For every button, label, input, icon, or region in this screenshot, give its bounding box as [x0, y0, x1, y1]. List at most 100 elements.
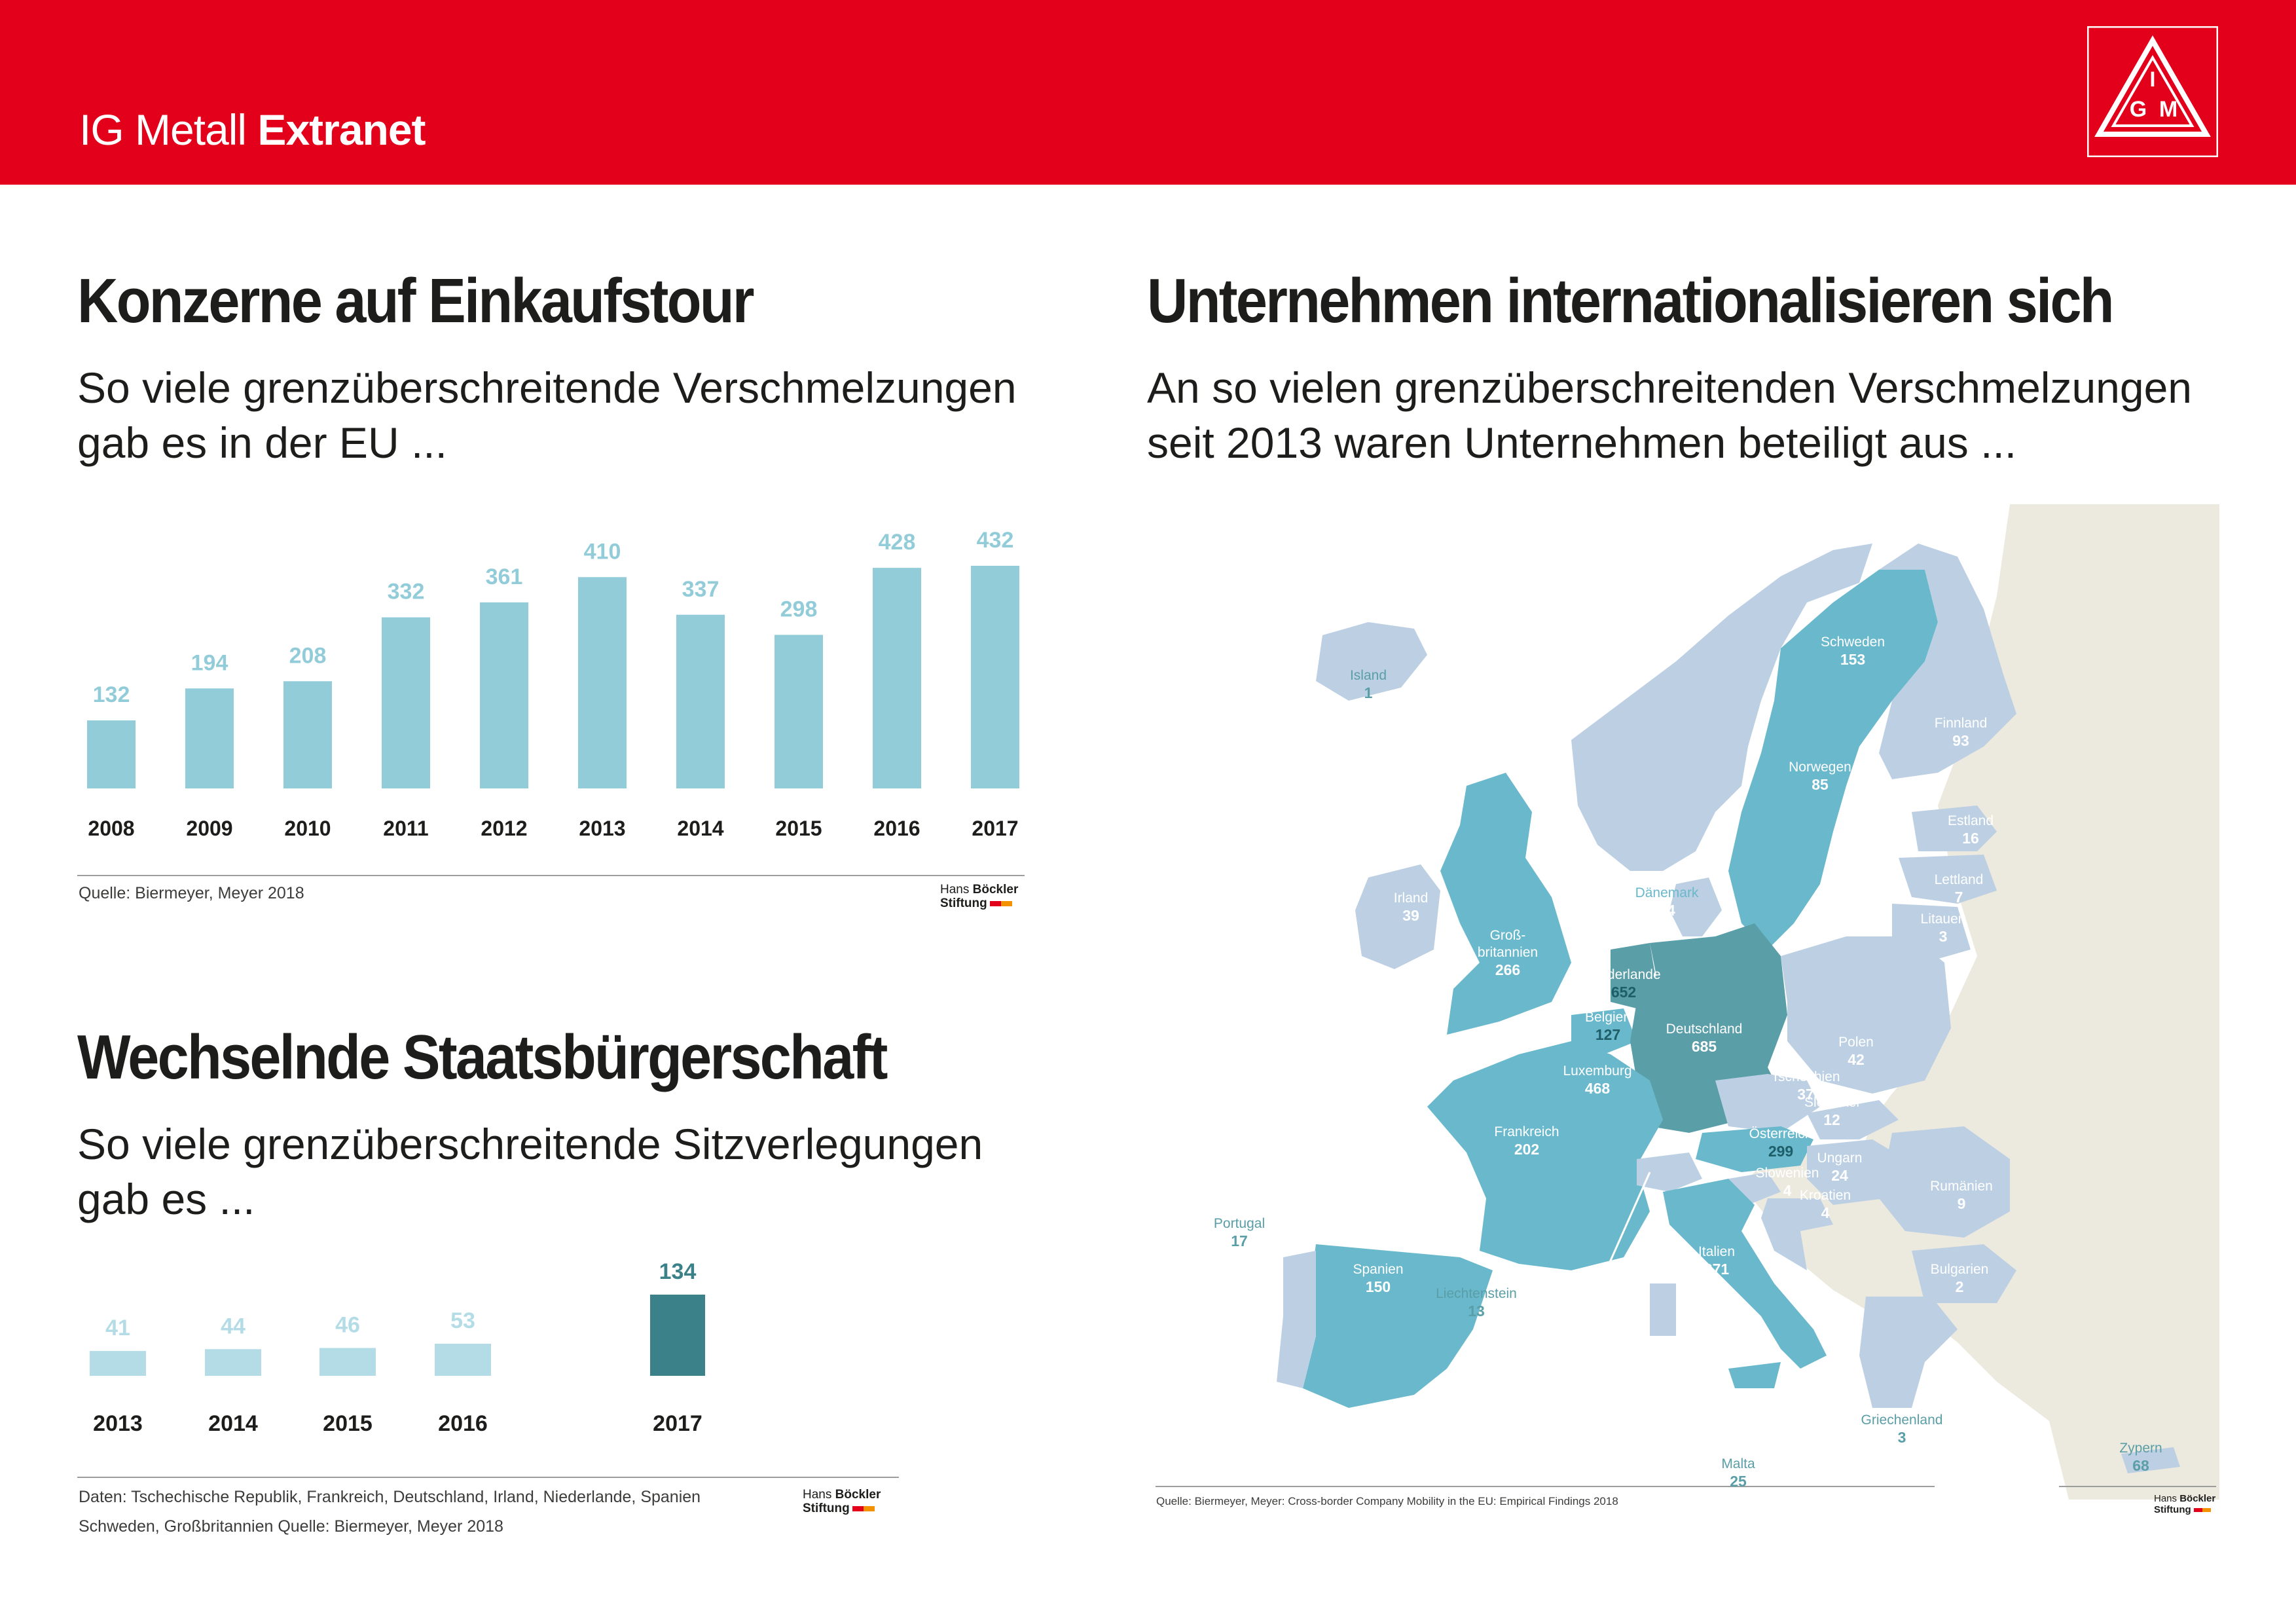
- map-label-slowenien-value: 4: [1783, 1182, 1792, 1199]
- section2-rule: [77, 1477, 899, 1478]
- map-label-litauen-name: Litauen: [1921, 912, 1966, 927]
- hbs-boeckler: Böckler: [835, 1488, 881, 1502]
- map-label-portugal-value: 17: [1231, 1232, 1248, 1249]
- hbs-boeckler: Böckler: [972, 883, 1019, 896]
- category-label-2013: 2013: [93, 1411, 143, 1436]
- section3-source: Quelle: Biermeyer, Meyer: Cross-border C…: [1156, 1495, 1618, 1507]
- category-label-2011: 2011: [383, 817, 428, 840]
- map-label-deutschland-name: Deutschland: [1666, 1022, 1743, 1037]
- hbs-stiftung: Stiftung: [940, 896, 987, 910]
- chart-mergers-by-year: 132 2008 194 2009 208 2010 332 2011 361 2012 410 20…: [87, 528, 1019, 840]
- map-label-ungarn-name: Ungarn: [1817, 1151, 1863, 1166]
- map-label-polen-value: 42: [1848, 1051, 1865, 1068]
- logo-letter-g: G: [2130, 97, 2147, 122]
- map-label-dänemark-name: Dänemark: [1635, 885, 1699, 900]
- bar-2008: [87, 720, 136, 788]
- map-slovenia: [1728, 1172, 1781, 1205]
- map-label-malta-name: Malta: [1721, 1456, 1755, 1471]
- map-label-österreich-name: Österreich: [1749, 1126, 1813, 1141]
- map-label-luxemburg-name: Luxemburg: [1563, 1063, 1631, 1079]
- map-label-norwegen-value: 85: [1812, 776, 1829, 793]
- map-label-kroatien-value: 4: [1821, 1204, 1830, 1221]
- map-label-ungarn-value: 24: [1831, 1167, 1848, 1184]
- logo-letter-i: I: [2150, 67, 2156, 91]
- map-france: [1427, 1041, 1663, 1270]
- map-label-griechenland-name: Griechenland: [1861, 1412, 1943, 1428]
- map-label-dänemark-value: 84: [1658, 902, 1675, 919]
- map-label-tschechien-value: 37: [1797, 1086, 1814, 1103]
- bar-value-2016: 428: [879, 530, 916, 555]
- category-label-2014: 2014: [208, 1411, 258, 1436]
- map-label-portugal-name: Portugal: [1214, 1216, 1265, 1231]
- bar-2016: [435, 1343, 491, 1376]
- map-sicily: [1728, 1362, 1781, 1388]
- section2-title: Wechselnde Staatsbürgerschaft: [77, 1022, 888, 1092]
- map-label-groß-britannien-value: 266: [1495, 961, 1520, 978]
- map-label-finnland-value: 93: [1952, 732, 1969, 749]
- section1-title: Konzerne auf Einkaufstour: [77, 266, 755, 336]
- map-label-italien-value: 271: [1704, 1261, 1730, 1278]
- map-czech: [1715, 1074, 1820, 1133]
- map-label-estland-name: Estland: [1948, 813, 1994, 828]
- category-label-2012: 2012: [481, 817, 527, 840]
- section1-subtitle-line1: So viele grenzüberschreitende Verschmelz…: [77, 363, 1017, 412]
- section3-title: Unternehmen internationalisieren sich: [1147, 266, 2115, 336]
- hbs-color-bar: [852, 1505, 875, 1511]
- map-label-belgien-name: Belgien: [1585, 1010, 1631, 1025]
- map-label-island-value: 1: [1364, 684, 1373, 701]
- bar-value-2014: 337: [682, 577, 720, 602]
- map-ireland: [1355, 864, 1440, 969]
- map-finland: [1879, 544, 2016, 779]
- section1-rule: [77, 875, 1025, 876]
- map-label-niederlande-value: 652: [1611, 984, 1636, 1001]
- section2-source-line2: Schweden, Großbritannien Quelle: Biermey…: [79, 1517, 503, 1536]
- map-label-bulgarien-name: Bulgarien: [1931, 1262, 1989, 1277]
- map-label-rumänien-value: 9: [1958, 1195, 1966, 1212]
- map-label-belgien-value: 127: [1595, 1026, 1620, 1043]
- bar-2017: [650, 1295, 705, 1376]
- map-label-lettland-name: Lettland: [1935, 872, 1984, 887]
- hbs-hans: Hans: [940, 883, 970, 896]
- bar-2010: [283, 681, 332, 788]
- map-label-spanien-value: 150: [1366, 1278, 1391, 1295]
- bar-value-2015: 46: [335, 1312, 360, 1337]
- map-label-polen-name: Polen: [1838, 1035, 1874, 1050]
- brand-bold: Extranet: [257, 105, 426, 154]
- map-sardinia: [1650, 1283, 1676, 1336]
- hbs-hans: Hans: [2154, 1493, 2178, 1504]
- map-portugal: [1277, 1251, 1316, 1388]
- map-label-estland-value: 16: [1962, 830, 1979, 847]
- section2-source-line1: Daten: Tschechische Republik, Frankreich…: [79, 1488, 701, 1506]
- map-label-lettland-value: 7: [1955, 889, 1963, 906]
- category-label-2016: 2016: [873, 817, 920, 840]
- map-label-island-name: Island: [1350, 668, 1387, 683]
- map-label-slowenien-name: Slowenien: [1756, 1166, 1819, 1181]
- bar-2015: [774, 635, 823, 788]
- map-label-groß-britannien-name: britannien: [1478, 945, 1538, 960]
- bar-2012: [480, 602, 528, 788]
- category-label-2013: 2013: [579, 817, 625, 840]
- map-label-luxemburg-value: 468: [1585, 1080, 1611, 1097]
- map-belgium: [1571, 1008, 1637, 1054]
- map-label-griechenland-value: 3: [1898, 1429, 1906, 1446]
- map-switzerland: [1637, 1153, 1702, 1192]
- section1-source: Quelle: Biermeyer, Meyer 2018: [79, 884, 304, 902]
- hbs-stiftung: Stiftung: [2154, 1504, 2191, 1515]
- bar-value-2016: 53: [450, 1308, 475, 1333]
- map-label-litauen-value: 3: [1939, 928, 1948, 945]
- bar-value-2012: 361: [486, 564, 523, 589]
- map-label-österreich-value: 299: [1768, 1143, 1793, 1160]
- igm-logo-icon: I G M: [2087, 26, 2218, 157]
- map-label-italien-name: Italien: [1698, 1244, 1735, 1259]
- section2-subtitle-line2: gab es ...: [77, 1175, 255, 1223]
- bar-value-2008: 132: [93, 682, 130, 707]
- map-label-schweden-name: Schweden: [1821, 635, 1885, 650]
- map-label-bulgarien-value: 2: [1956, 1278, 1964, 1295]
- map-label-frankreich-value: 202: [1514, 1141, 1539, 1158]
- bar-2013: [90, 1351, 146, 1376]
- map-label-schweden-value: 153: [1840, 651, 1865, 668]
- map-label-spanien-name: Spanien: [1353, 1262, 1403, 1277]
- map-italy: [1663, 1179, 1827, 1369]
- map-greece: [1859, 1297, 1958, 1408]
- map-spain: [1303, 1244, 1493, 1408]
